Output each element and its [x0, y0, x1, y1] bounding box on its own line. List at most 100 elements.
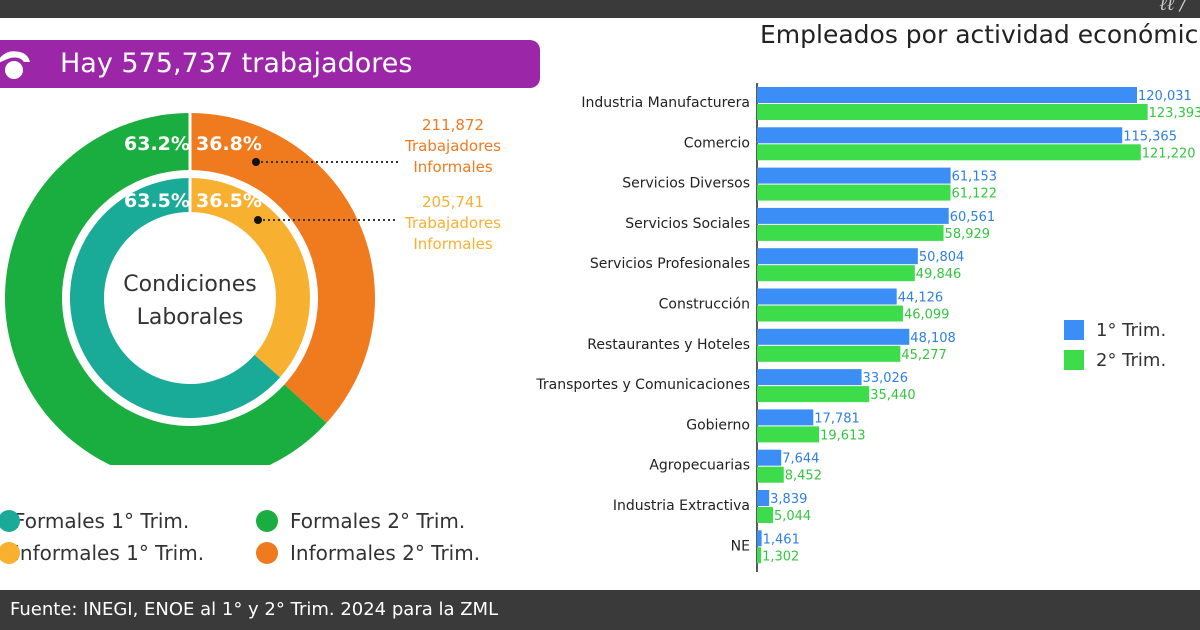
bar-series-2 [757, 466, 784, 483]
data-label-series-1: 7,644 [782, 452, 819, 467]
category-label: Comercio [684, 135, 750, 151]
data-label-series-2: 49,846 [916, 267, 962, 282]
headline-banner: Hay 575,737 trabajadores ocupados [0, 40, 540, 127]
callout-inner-value: 205,741 [421, 193, 485, 211]
callout-outer-line1: Trabajadores [405, 137, 501, 155]
category-label: Restaurantes y Hoteles [587, 337, 750, 353]
legend-informales-1-label: Informales 1° Trim. [14, 541, 205, 565]
data-label-series-1: 44,126 [898, 291, 944, 306]
data-label-series-2: 61,122 [952, 187, 998, 202]
brand-logo: ℓℓ ∕ [1159, 0, 1186, 15]
legend-informales-2-label: Informales 2° Trim. [290, 541, 481, 565]
data-label-series-1: 33,026 [863, 371, 909, 386]
data-label-series-1: 17,781 [814, 411, 860, 426]
donut-center-label: Condiciones Laborales [100, 268, 280, 334]
legend-dot-icon [0, 510, 20, 532]
bar-series-1 [757, 328, 910, 345]
bar-series-2 [757, 386, 870, 403]
bar-series-1 [757, 87, 1137, 103]
category-label: Construcción [659, 297, 750, 313]
bar-series-2 [757, 305, 903, 322]
center-label-line2: Laborales [136, 305, 244, 330]
category-label: Gobierno [686, 417, 750, 433]
bar-series-1 [757, 167, 951, 184]
category-label: Servicios Diversos [622, 176, 750, 192]
data-label-series-2: 5,044 [774, 509, 811, 524]
inner-formales-segment [70, 178, 281, 418]
data-label-series-2: 46,099 [904, 308, 950, 323]
outer-informales-pct: 36.8% [196, 133, 262, 155]
bar-series-2 [757, 426, 820, 443]
data-label-series-1: 50,804 [919, 250, 965, 265]
legend-series-1: 1° Trim. [1064, 320, 1167, 341]
data-label-series-2: 45,277 [901, 348, 947, 363]
legend-series-2-label: 2° Trim. [1096, 350, 1167, 371]
bar-series-1 [757, 248, 918, 265]
bar-series-1 [757, 449, 782, 466]
data-label-series-1: 61,153 [952, 170, 998, 185]
callout-inner-line2: Informales [413, 235, 493, 253]
data-label-series-1: 60,561 [950, 210, 996, 225]
data-label-series-1: 120,031 [1138, 89, 1192, 104]
legend-square-icon [1064, 320, 1084, 340]
bar-series-1 [757, 288, 897, 305]
bar-series-2 [757, 224, 944, 241]
bar-series-2 [757, 265, 915, 282]
bar-series-2 [757, 345, 901, 362]
legend-series-2: 2° Trim. [1064, 350, 1167, 371]
bar-series-2 [757, 507, 773, 523]
legend-dot-icon [256, 510, 278, 532]
callout-outer: 211,872 Trabajadores Informales [400, 115, 506, 178]
legend-series-1-label: 1° Trim. [1096, 320, 1167, 341]
employment-bar-chart: Industria Manufacturera 120,031 123,393 Com… [535, 83, 1200, 572]
inner-formales-pct: 63.5% [124, 190, 190, 212]
category-label: Servicios Profesionales [590, 256, 750, 272]
data-label-series-2: 121,220 [1142, 146, 1196, 161]
outer-formales-segment [5, 113, 327, 465]
legend-formales-2: Formales 2° Trim. [256, 509, 466, 533]
legend-dot-icon [0, 542, 20, 564]
category-label: Agropecuarias [649, 458, 750, 474]
outer-informales-segment [190, 113, 376, 423]
headline-text: Hay 575,737 trabajadores ocupados [60, 48, 413, 127]
data-label-series-2: 58,929 [945, 227, 991, 242]
bar-series-2 [757, 184, 951, 201]
callout-inner: 205,741 Trabajadores Informales [400, 192, 506, 255]
chart-title: Empleados por actividad económica [760, 20, 1200, 49]
legend-square-icon [1064, 350, 1084, 370]
bar-series-1 [757, 530, 762, 547]
category-label: NE [731, 538, 750, 554]
inner-informales-segment [190, 178, 311, 378]
callout-outer-value: 211,872 [421, 116, 485, 134]
data-label-series-2: 123,393 [1149, 106, 1200, 121]
data-label-series-2: 19,613 [820, 428, 866, 443]
data-label-series-1: 48,108 [910, 331, 956, 346]
bar-series-1 [757, 490, 770, 506]
legend-formales-1: Formales 1° Trim. [0, 509, 190, 533]
bar-series-2 [757, 547, 762, 564]
callout-inner-line1: Trabajadores [405, 214, 501, 232]
footer: Fuente: INEGI, ENOE al 1° y 2° Trim. 202… [0, 590, 1200, 630]
legend-informales-2: Informales 2° Trim. [256, 541, 481, 565]
bar-series-1 [757, 127, 1123, 144]
inner-informales-pct: 36.5% [196, 190, 262, 212]
data-label-series-1: 3,839 [770, 492, 807, 507]
data-label-series-2: 1,302 [762, 549, 799, 564]
top-bar [0, 0, 1200, 18]
bar-series-1 [757, 369, 862, 386]
labor-conditions-donut [5, 112, 398, 465]
category-label: Industria Manufacturera [581, 95, 750, 111]
bar-series-1 [757, 207, 949, 224]
bar-series-2 [757, 144, 1141, 161]
callout-outer-line2: Informales [413, 158, 493, 176]
callout-inner-dot [254, 216, 262, 224]
bar-series-1 [757, 409, 814, 426]
category-label: Industria Extractiva [613, 498, 750, 514]
data-label-series-1: 1,461 [763, 532, 800, 547]
outer-formales-pct: 63.2% [124, 133, 190, 155]
legend-formales-2-label: Formales 2° Trim. [290, 509, 466, 533]
data-label-series-2: 35,440 [870, 388, 916, 403]
category-label: Servicios Sociales [625, 216, 750, 232]
legend-formales-1-label: Formales 1° Trim. [14, 509, 190, 533]
legend-informales-1: Informales 1° Trim. [0, 541, 205, 565]
